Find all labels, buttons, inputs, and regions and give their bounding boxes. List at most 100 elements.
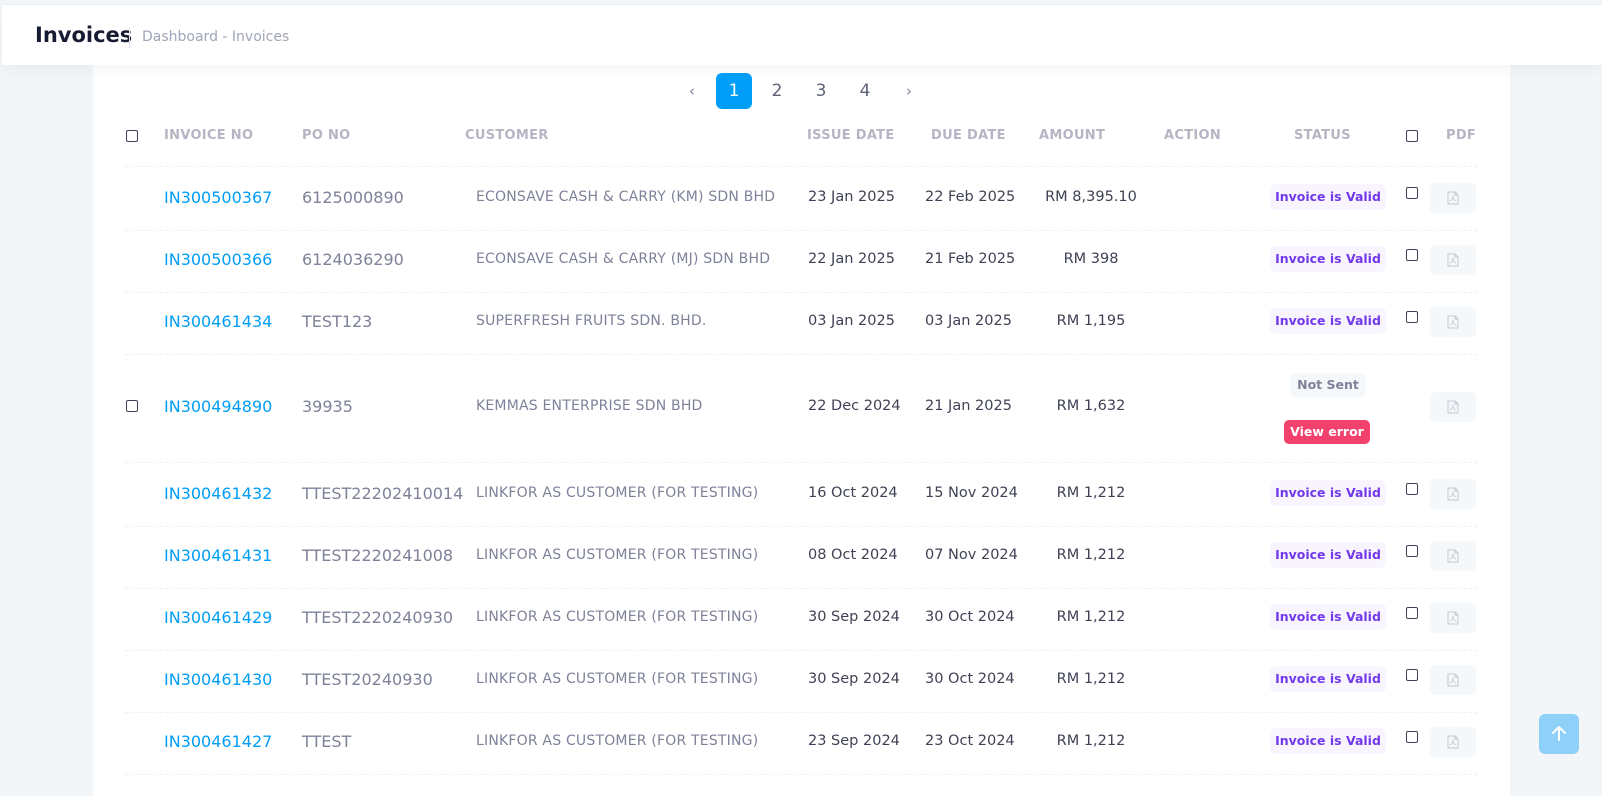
table-row: IN300494890 39935 KEMMAS ENTERPRISE SDN … [125, 354, 1477, 463]
pdf-file-icon [1447, 673, 1459, 687]
pdf-download-button[interactable] [1430, 479, 1476, 509]
column-header-customer[interactable]: CUSTOMER [465, 128, 549, 143]
po-number: TTEST2220241008 [302, 546, 454, 565]
issue-date: 22 Dec 2024 [808, 398, 901, 414]
po-number: TEST123 [302, 312, 373, 331]
po-number: TTEST20240930 [302, 670, 433, 689]
table-row: IN300461434 TEST123 SUPERFRESH FRUITS SD… [125, 292, 1477, 355]
select-all-checkbox[interactable] [126, 130, 138, 142]
amount: RM 1,212 [1056, 733, 1126, 749]
customer-name: LINKFOR AS CUSTOMER (FOR TESTING) [476, 485, 759, 501]
pagination-page-3[interactable]: 3 [815, 81, 827, 101]
column-header-po-no[interactable]: PO NO [302, 128, 351, 143]
issue-date: 23 Sep 2024 [808, 733, 900, 749]
pagination-next-button[interactable]: › [906, 82, 912, 100]
column-header-action: ACTION [1164, 128, 1222, 143]
arrow-up-icon [1552, 726, 1566, 741]
amount: RM 1,212 [1056, 609, 1126, 625]
row-checkbox[interactable] [126, 400, 138, 412]
pagination-page-1[interactable]: 1 [716, 73, 752, 109]
po-number: TTEST [302, 732, 352, 751]
table-row: IN300500367 6125000890 ECONSAVE CASH & C… [125, 168, 1477, 231]
pdf-file-icon [1447, 611, 1459, 625]
pdf-download-button[interactable] [1430, 307, 1476, 337]
pagination-prev-button[interactable]: ‹ [689, 82, 695, 100]
pagination-page-2[interactable]: 2 [771, 81, 783, 101]
amount: RM 1,212 [1056, 547, 1126, 563]
row-checkbox[interactable] [1406, 731, 1418, 743]
column-header-pdf: PDF [1446, 128, 1477, 143]
row-checkbox[interactable] [1406, 483, 1418, 495]
scroll-top-button[interactable] [1539, 714, 1579, 754]
pdf-file-icon [1447, 549, 1459, 563]
status-badge: Not Sent [1290, 373, 1366, 397]
po-number: 39935 [302, 397, 353, 416]
table-row: IN300461427 TTEST LINKFOR AS CUSTOMER (F… [125, 712, 1477, 775]
row-checkbox[interactable] [1406, 249, 1418, 261]
pdf-download-button[interactable] [1430, 603, 1476, 633]
pagination: ‹ 1 2 3 4 › [0, 73, 1602, 111]
invoice-number-link[interactable]: IN300461432 [164, 484, 273, 503]
issue-date: 23 Jan 2025 [808, 189, 895, 205]
pdf-file-icon [1447, 253, 1459, 267]
issue-date: 30 Sep 2024 [808, 671, 900, 687]
pdf-download-button[interactable] [1430, 665, 1476, 695]
invoice-number-link[interactable]: IN300500367 [164, 188, 273, 207]
row-checkbox[interactable] [1406, 669, 1418, 681]
invoice-number-link[interactable]: IN300500366 [164, 250, 273, 269]
amount: RM 1,195 [1056, 313, 1126, 329]
customer-name: KEMMAS ENTERPRISE SDN BHD [476, 398, 703, 414]
row-checkbox[interactable] [1406, 187, 1418, 199]
page-header: Invoices Dashboard - Invoices [2, 4, 1602, 65]
pdf-file-icon [1447, 735, 1459, 749]
amount: RM 1,632 [1056, 398, 1126, 414]
invoice-number-link[interactable]: IN300461427 [164, 732, 273, 751]
pdf-download-button[interactable] [1430, 727, 1476, 757]
due-date: 21 Jan 2025 [925, 398, 1012, 414]
amount: RM 1,212 [1056, 485, 1126, 501]
pdf-download-button[interactable] [1430, 541, 1476, 571]
issue-date: 03 Jan 2025 [808, 313, 895, 329]
customer-name: ECONSAVE CASH & CARRY (KM) SDN BHD [476, 189, 776, 205]
invoice-number-link[interactable]: IN300461431 [164, 546, 273, 565]
customer-name: LINKFOR AS CUSTOMER (FOR TESTING) [476, 671, 759, 687]
pdf-file-icon [1447, 315, 1459, 329]
column-header-due-date[interactable]: DUE DATE [931, 128, 1006, 143]
amount: RM 8,395.10 [1045, 189, 1137, 205]
due-date: 03 Jan 2025 [925, 313, 1012, 329]
column-header-invoice-no[interactable]: INVOICE NO [164, 128, 254, 143]
invoice-number-link[interactable]: IN300461434 [164, 312, 273, 331]
po-number: TTEST2220240930 [302, 608, 454, 627]
breadcrumb[interactable]: Dashboard - Invoices [142, 29, 290, 45]
column-header-amount[interactable]: AMOUNT [1039, 128, 1106, 143]
pagination-page-4[interactable]: 4 [859, 81, 871, 101]
view-error-button[interactable]: View error [1284, 420, 1370, 444]
select-all-status-checkbox[interactable] [1406, 130, 1418, 142]
row-checkbox[interactable] [1406, 545, 1418, 557]
pdf-file-icon [1447, 487, 1459, 501]
row-checkbox[interactable] [1406, 607, 1418, 619]
invoice-number-link[interactable]: IN300461430 [164, 670, 273, 689]
po-number: TTEST22202410014 [302, 484, 464, 503]
pdf-download-button[interactable] [1430, 245, 1476, 275]
issue-date: 08 Oct 2024 [808, 547, 898, 563]
invoice-number-link[interactable]: IN300494890 [164, 397, 273, 416]
table-row: IN300461432 TTEST22202410014 LINKFOR AS … [125, 464, 1477, 527]
customer-name: LINKFOR AS CUSTOMER (FOR TESTING) [476, 547, 759, 563]
column-header-issue-date[interactable]: ISSUE DATE [807, 128, 895, 143]
amount: RM 398 [1063, 251, 1119, 267]
pdf-download-button[interactable] [1430, 392, 1476, 422]
row-checkbox[interactable] [1406, 311, 1418, 323]
status-badge: Invoice is Valid [1270, 542, 1386, 568]
po-number: 6125000890 [302, 188, 404, 207]
customer-name: LINKFOR AS CUSTOMER (FOR TESTING) [476, 609, 759, 625]
status-badge: Invoice is Valid [1270, 604, 1386, 630]
issue-date: 22 Jan 2025 [808, 251, 895, 267]
invoice-number-link[interactable]: IN300461429 [164, 608, 273, 627]
due-date: 15 Nov 2024 [925, 485, 1018, 501]
column-header-status[interactable]: STATUS [1294, 128, 1351, 143]
amount: RM 1,212 [1056, 671, 1126, 687]
due-date: 30 Oct 2024 [925, 671, 1015, 687]
pdf-download-button[interactable] [1430, 183, 1476, 213]
header-divider [129, 27, 130, 49]
